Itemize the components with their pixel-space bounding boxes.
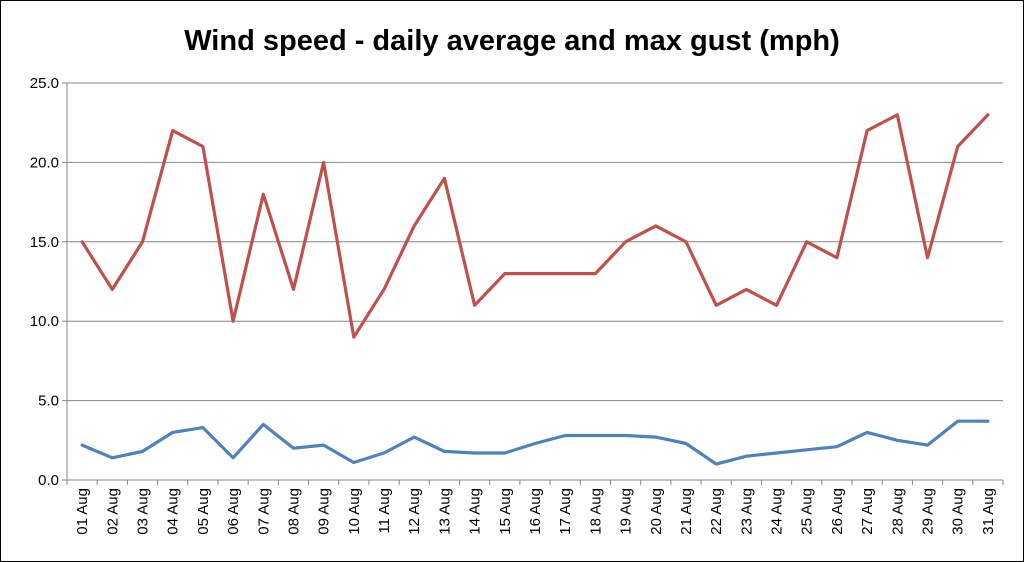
x-axis-ticks: 01 Aug 02 Aug 03 Aug 04 Aug 05 Aug 06 Aug 07 A… [74,488,997,535]
x-tick-label: 09 Aug [316,488,333,535]
x-tick-label: 20 Aug [648,488,665,535]
x-tick-label: 17 Aug [557,488,574,535]
x-tick-label: 18 Aug [587,488,604,535]
x-tick-label: 29 Aug [920,488,937,535]
axes [62,82,1004,485]
y-tick-label: 15.0 [30,234,59,251]
x-tick-label: 22 Aug [708,488,725,535]
x-tick-label: 26 Aug [829,488,846,535]
x-tick-label: 15 Aug [497,488,514,535]
x-tick-label: 31 Aug [980,488,997,535]
x-tick-label: 02 Aug [104,488,121,535]
y-tick-label: 0.0 [38,472,59,489]
x-tick-label: 06 Aug [225,488,242,535]
x-tick-label: 19 Aug [618,488,635,535]
gridlines [67,82,1003,402]
x-tick-label: 12 Aug [406,488,423,535]
x-tick-label: 10 Aug [346,488,363,535]
x-tick-label: 28 Aug [889,488,906,535]
series-line-0 [80,113,990,339]
x-tick-label: 08 Aug [285,488,302,535]
y-tick-label: 5.0 [38,393,59,410]
x-tick-label: 16 Aug [527,488,544,535]
series-lines [80,113,990,466]
x-tick-label: 27 Aug [859,488,876,535]
x-tick-label: 03 Aug [134,488,151,535]
y-tick-label: 10.0 [30,313,59,330]
series-line-1 [80,419,990,466]
chart-title: Wind speed - daily average and max gust … [184,25,840,57]
x-tick-label: 07 Aug [255,488,272,535]
x-tick-label: 11 Aug [376,488,393,534]
y-axis-ticks: 0.0 5.0 10.0 15.0 20.0 25.0 [30,75,59,489]
x-tick-label: 21 Aug [678,488,695,535]
x-tick-label: 14 Aug [467,488,484,535]
x-tick-label: 04 Aug [165,488,182,535]
y-tick-label: 25.0 [30,75,59,92]
x-tick-label: 23 Aug [738,488,755,535]
x-tick-label: 13 Aug [436,488,453,535]
x-tick-label: 24 Aug [769,488,786,535]
x-tick-label: 30 Aug [950,488,967,535]
x-tick-label: 25 Aug [799,488,816,535]
x-tick-label: 05 Aug [195,488,212,535]
x-tick-label: 01 Aug [74,488,91,535]
y-tick-label: 20.0 [30,154,59,171]
